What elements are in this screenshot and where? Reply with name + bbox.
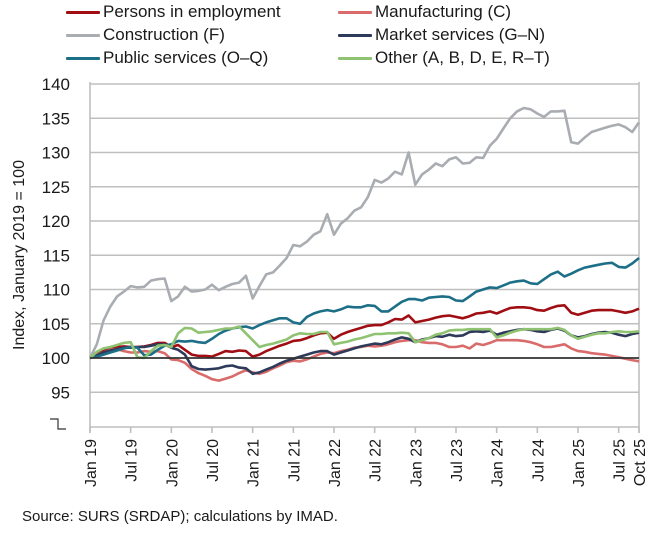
legend-swatch (338, 10, 372, 14)
x-tick-label: Jul 23 (449, 439, 466, 482)
x-tick-label: Jul 20 (205, 439, 222, 482)
x-tick-label: Jan 20 (164, 439, 181, 487)
legend-item: Construction (F) (66, 25, 225, 45)
legend-item: Market services (G–N) (338, 25, 545, 45)
x-tick-label: Jul 19 (124, 439, 141, 482)
series-line-construction-f (88, 106, 641, 359)
y-tick-label: 110 (43, 281, 70, 300)
series-line-persons-in-employment (89, 304, 640, 360)
x-tick-label: Jul 24 (530, 439, 547, 482)
legend-label: Public services (O–Q) (103, 48, 269, 67)
x-tick-label: Jul 22 (368, 439, 385, 482)
y-tick-label: 130 (42, 144, 70, 163)
axes (89, 82, 640, 433)
x-tick-label: Jan 24 (490, 439, 507, 487)
series-line-market-services-g-n (89, 327, 640, 376)
legend-label: Persons in employment (103, 2, 281, 21)
y-axis-title: Index, January 2019 = 100 (11, 160, 28, 350)
x-tick-label: Jan 22 (327, 439, 344, 487)
legend-label: Construction (F) (103, 25, 225, 44)
series-line-public-services-o-q (89, 256, 640, 360)
legend-item: Persons in employment (66, 2, 281, 22)
x-tick-label: Jan 21 (246, 439, 263, 487)
x-tick-label: Jul 21 (286, 439, 303, 482)
legend-label: Manufacturing (C) (375, 2, 512, 21)
y-tick-label: 105 (42, 315, 70, 334)
legend-item: Manufacturing (C) (338, 2, 511, 22)
legend-swatch (66, 10, 100, 14)
legend-label: Market services (G–N) (375, 25, 546, 44)
source-note: Source: SURS (SRDAP); calculations by IM… (22, 508, 338, 525)
series-line-other-a-b-d-e-r-t (89, 325, 640, 360)
y-tick-label: 140 (42, 75, 70, 94)
legend-swatch (66, 33, 100, 37)
x-axis-ticks: Jan 19 Jul 19 Jan 20 Jul 20 Jan 21 Jul 21 Jan … (83, 427, 649, 487)
series-lines (88, 106, 641, 382)
axis-break-icon (50, 418, 66, 430)
legend-label: Other (A, B, D, E, R–T) (375, 48, 550, 67)
x-tick-label: Jul 25 (612, 439, 629, 482)
y-tick-label: 95 (51, 383, 70, 402)
y-tick-label: 125 (42, 178, 70, 197)
x-tick-label: Oct 25 (632, 439, 649, 486)
gridlines (90, 83, 639, 394)
y-tick-label: 120 (42, 212, 70, 231)
legend-item: Other (A, B, D, E, R–T) (338, 48, 550, 68)
x-tick-label: Jan 25 (571, 439, 588, 487)
legend-swatch (338, 56, 372, 60)
legend-swatch (338, 33, 372, 37)
legend-item: Public services (O–Q) (66, 48, 268, 68)
x-tick-label: Jan 19 (83, 439, 100, 487)
y-tick-label: 135 (42, 109, 70, 128)
y-axis-ticks: 95 100 105 110 115 120 125 130 135 140 (42, 75, 70, 430)
y-tick-label: 115 (43, 246, 70, 265)
x-tick-label: Jan 23 (408, 439, 425, 487)
legend-swatch (66, 56, 100, 60)
y-tick-label: 100 (42, 349, 70, 368)
